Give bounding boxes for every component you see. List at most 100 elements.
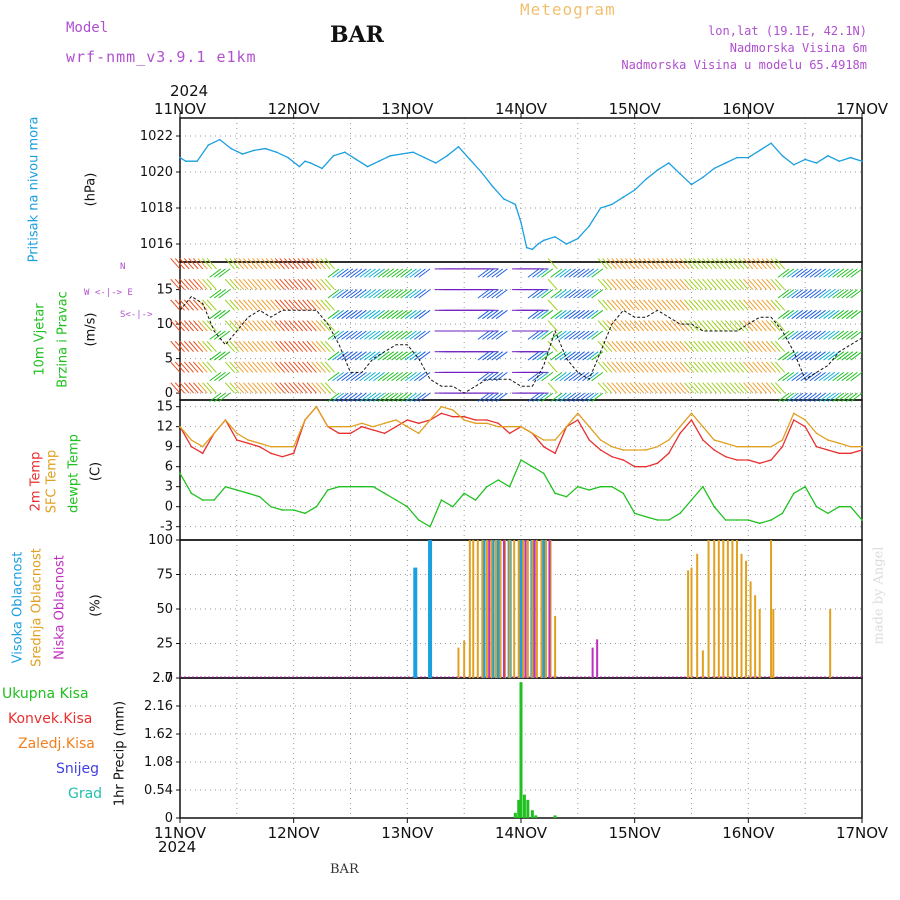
wind-barb xyxy=(697,361,708,373)
wind-barb xyxy=(611,361,622,373)
wind-barb xyxy=(320,361,331,373)
wind-barb xyxy=(832,268,845,278)
wind-barb xyxy=(311,382,322,394)
wind-barb xyxy=(638,361,649,373)
wind-barb xyxy=(805,351,817,361)
cloud-bar xyxy=(758,609,761,678)
wind-barb xyxy=(582,268,595,278)
wind-barb xyxy=(638,258,649,270)
pressure-series-point xyxy=(344,151,346,153)
wind-barb xyxy=(823,289,836,299)
wind-barb xyxy=(293,320,304,332)
wind-barb xyxy=(536,289,549,299)
panel-frame xyxy=(179,117,863,263)
wind-barb xyxy=(770,258,781,270)
wind-barb xyxy=(602,278,613,290)
wind-barb xyxy=(363,289,376,299)
wind-barb xyxy=(841,371,854,382)
wind-barb xyxy=(368,289,381,299)
wind-barb xyxy=(827,351,840,361)
wind-barb xyxy=(206,278,217,290)
wind-barb xyxy=(218,268,231,278)
wind-barb xyxy=(809,268,822,278)
wind-barb xyxy=(823,392,836,402)
wind-barb xyxy=(679,299,690,311)
pressure-series-point xyxy=(679,173,681,175)
wind-barb xyxy=(805,289,817,299)
wind-barb xyxy=(238,299,249,311)
y-tick-label: 1016 xyxy=(140,237,173,252)
temperature-series-0-point xyxy=(247,442,249,445)
wind-barb xyxy=(532,289,545,299)
wind-barb xyxy=(302,340,313,353)
wind-barb xyxy=(354,351,367,361)
wind-barb xyxy=(777,309,790,320)
wind-barb xyxy=(756,320,767,332)
wind-barb xyxy=(702,258,713,270)
wind-barb xyxy=(288,361,299,373)
precip-bar xyxy=(526,799,530,818)
wind-barb xyxy=(606,340,617,353)
precip-legend-hail: Grad xyxy=(68,786,103,802)
wind-barb xyxy=(238,340,249,353)
wind-barb xyxy=(706,361,717,373)
cloud-bar xyxy=(481,540,486,678)
cloud-bar xyxy=(526,540,529,678)
wind-barb xyxy=(729,320,740,332)
temperature-series-2-point xyxy=(417,519,420,521)
wind-barb xyxy=(624,278,636,290)
station-elevation: Nadmorska Visina 6m xyxy=(729,41,867,55)
wind-barb xyxy=(327,289,340,299)
wind-barb xyxy=(279,278,290,290)
wind-barb xyxy=(293,382,304,394)
wind-barb xyxy=(674,361,686,373)
temperature-series-1-point xyxy=(213,432,215,435)
wind-barb xyxy=(770,320,781,332)
wind-barb xyxy=(336,351,349,361)
y-tick-label: 1022 xyxy=(140,129,173,144)
temperature-series-0-point xyxy=(383,432,386,435)
wind-barb xyxy=(261,258,272,270)
pressure-series-point xyxy=(389,155,392,157)
time-tick-label-bottom: 12NOV xyxy=(268,824,321,842)
wind-barb xyxy=(827,330,840,340)
temperature-series-1-point xyxy=(838,442,841,445)
cloud-bar xyxy=(468,540,471,678)
wind-barb xyxy=(591,309,604,320)
wind-barb xyxy=(724,361,736,373)
temperature-series-2-point xyxy=(713,505,716,508)
wind-barb xyxy=(586,330,599,340)
wind-barb xyxy=(391,309,404,320)
wind-barb xyxy=(782,268,795,278)
wind-barb xyxy=(324,361,335,373)
wind-barb xyxy=(568,268,581,278)
wind-barb xyxy=(229,320,240,332)
wind-barb xyxy=(800,309,813,320)
y-tick-label: 0 xyxy=(165,500,173,515)
temperature-series-0-point xyxy=(667,452,670,455)
pressure-series-point xyxy=(304,160,306,162)
wind-barb xyxy=(620,340,631,353)
wind-barb xyxy=(611,299,622,311)
wind-barb xyxy=(183,299,195,311)
wind-barb xyxy=(229,278,240,290)
wind-barb xyxy=(395,289,408,299)
precip-legend-snow: Snijeg xyxy=(56,761,100,777)
temperature-series-0-point xyxy=(497,422,500,425)
wind-barb xyxy=(302,361,313,373)
cloud-bar xyxy=(591,647,594,678)
wind-barb xyxy=(400,351,413,361)
wind-barb xyxy=(684,320,695,332)
wind-barb xyxy=(661,299,672,311)
pressure-series-point xyxy=(770,142,772,144)
temperature-series-0-point xyxy=(474,419,477,421)
wind-barb xyxy=(832,351,845,361)
temperature-series-2-point xyxy=(702,485,704,488)
wind-barb xyxy=(611,258,622,270)
wind-barb xyxy=(320,340,331,353)
wind-barb xyxy=(202,320,213,332)
time-tick-label-top: 12NOV xyxy=(268,100,321,118)
wind-barb xyxy=(624,382,636,394)
temperature-series-0-point xyxy=(713,449,716,451)
wind-barb xyxy=(606,299,617,311)
